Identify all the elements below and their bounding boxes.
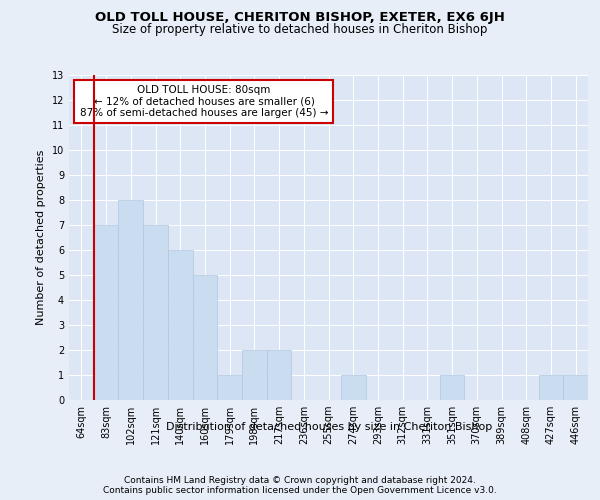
Bar: [242, 350, 267, 400]
Text: Contains public sector information licensed under the Open Government Licence v3: Contains public sector information licen…: [103, 486, 497, 495]
Bar: [341, 375, 365, 400]
Y-axis label: Number of detached properties: Number of detached properties: [36, 150, 46, 325]
Bar: [217, 375, 242, 400]
Text: Contains HM Land Registry data © Crown copyright and database right 2024.: Contains HM Land Registry data © Crown c…: [124, 476, 476, 485]
Bar: [539, 375, 563, 400]
Bar: [440, 375, 464, 400]
Bar: [168, 250, 193, 400]
Bar: [563, 375, 588, 400]
Bar: [143, 225, 168, 400]
Text: OLD TOLL HOUSE: 80sqm
← 12% of detached houses are smaller (6)
87% of semi-detac: OLD TOLL HOUSE: 80sqm ← 12% of detached …: [80, 84, 328, 118]
Bar: [267, 350, 292, 400]
Bar: [94, 225, 118, 400]
Text: Distribution of detached houses by size in Cheriton Bishop: Distribution of detached houses by size …: [166, 422, 492, 432]
Text: Size of property relative to detached houses in Cheriton Bishop: Size of property relative to detached ho…: [112, 22, 488, 36]
Bar: [118, 200, 143, 400]
Bar: [193, 275, 217, 400]
Text: OLD TOLL HOUSE, CHERITON BISHOP, EXETER, EX6 6JH: OLD TOLL HOUSE, CHERITON BISHOP, EXETER,…: [95, 11, 505, 24]
